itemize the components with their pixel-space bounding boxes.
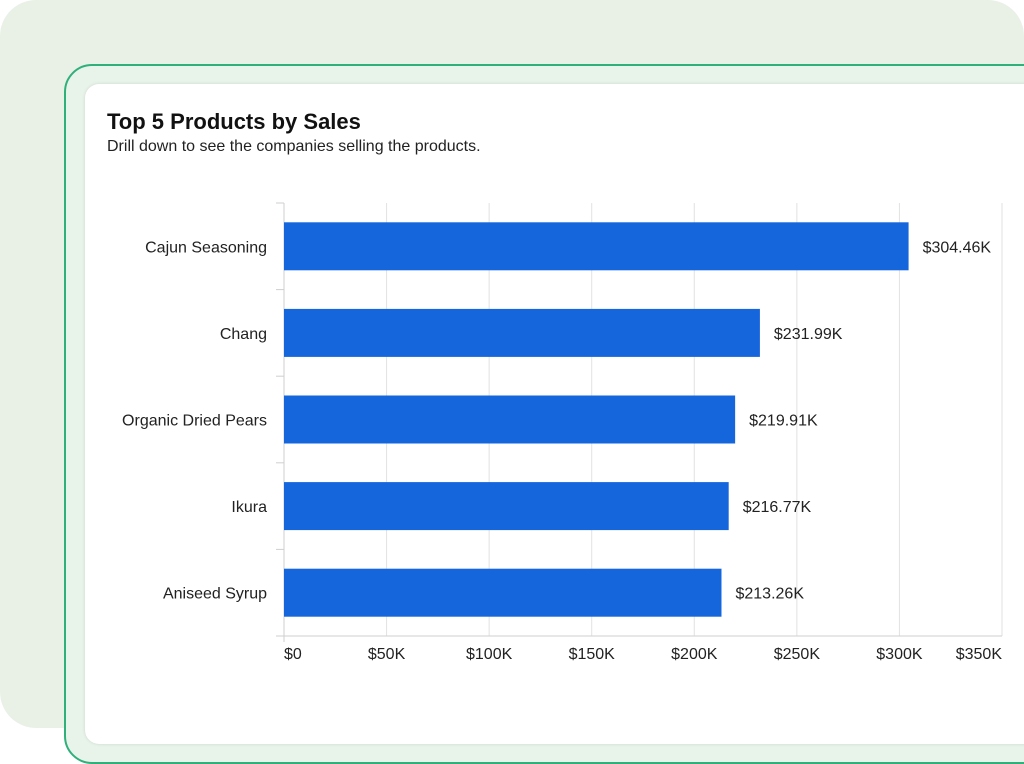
category-label: Organic Dried Pears	[122, 413, 267, 430]
x-tick-label: $0	[284, 646, 302, 663]
bar	[284, 308, 760, 357]
x-tick-label: $150K	[569, 646, 616, 663]
category-label: Aniseed Syrup	[163, 586, 267, 603]
value-label: $304.46K	[923, 239, 992, 256]
bar	[284, 222, 909, 271]
value-label: $231.99K	[774, 326, 843, 343]
category-label: Cajun Seasoning	[145, 239, 267, 256]
chart-subtitle: Drill down to see the companies selling …	[107, 138, 481, 155]
category-label: Ikura	[231, 499, 267, 516]
chart-title: Top 5 Products by Sales	[107, 109, 361, 134]
x-tick-label: $250K	[774, 646, 821, 663]
bar-chart: $0 $50K $100K $150K $200K $250K $300K $350K Caju…	[122, 202, 1003, 663]
bar	[284, 482, 729, 531]
value-label: $219.91K	[749, 413, 818, 430]
x-tick-label: $350K	[956, 646, 1003, 663]
x-tick-label: $200K	[671, 646, 718, 663]
category-label: Chang	[220, 326, 267, 343]
x-tick-label: $50K	[368, 646, 406, 663]
value-label: $213.26K	[735, 586, 804, 603]
bar	[284, 568, 722, 617]
x-tick-label: $100K	[466, 646, 513, 663]
x-tick-label: $300K	[876, 646, 923, 663]
bar	[284, 395, 736, 444]
value-label: $216.77K	[743, 499, 812, 516]
